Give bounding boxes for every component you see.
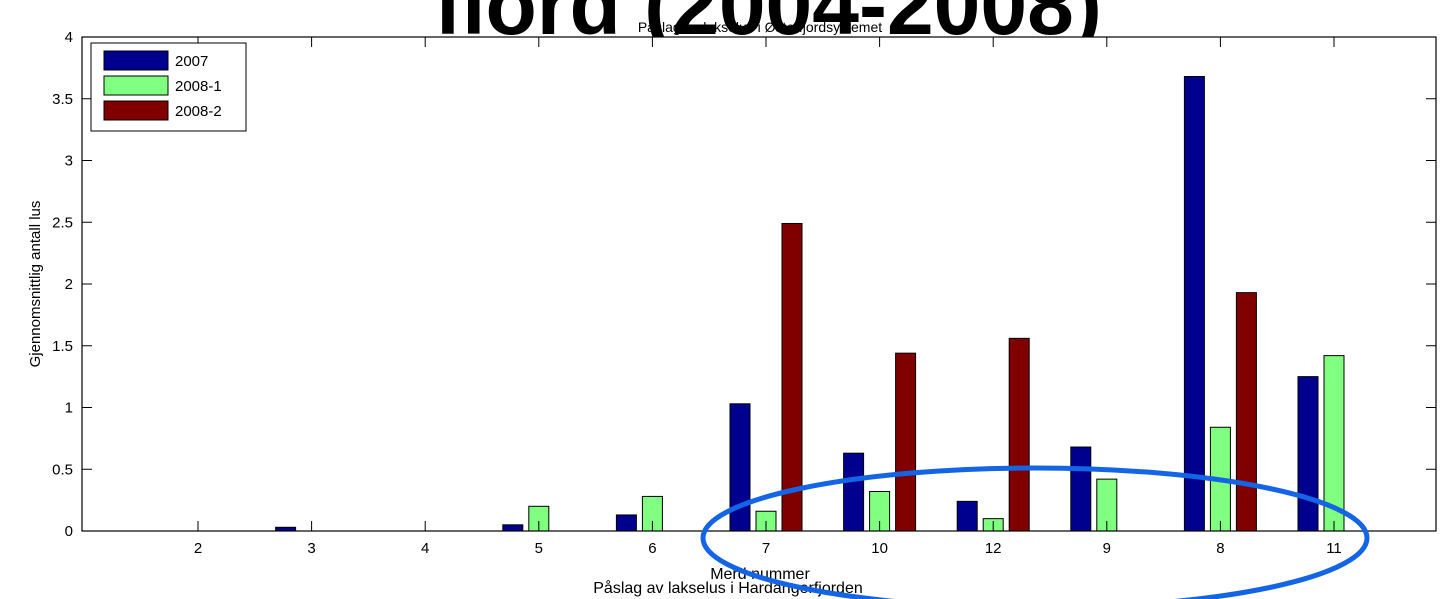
bar-2008-2-7: [781, 222, 803, 532]
plot-background: [82, 37, 1436, 531]
legend-swatch: [103, 100, 169, 121]
chart-title: Påslag av lakselus i Østerfjordsystemet: [638, 19, 882, 35]
y-tick-label: 0: [65, 523, 73, 540]
x-tick-label: 9: [1103, 540, 1111, 557]
legend-swatch: [103, 50, 169, 71]
x-tick-label: 7: [762, 540, 770, 557]
legend-swatch: [103, 75, 169, 96]
bar-2007-11: [1297, 376, 1319, 532]
y-tick-label: 1: [65, 400, 73, 417]
y-tick-label: 0.5: [52, 461, 73, 478]
axes-group: 0 0.5 1 1.5 2 2.5 3 3.5 4 2 3 4 5 6 7 10 12 9 8 11: [52, 29, 1437, 557]
legend: 2007 2008-1 2008-2: [90, 42, 247, 132]
legend-label: 2008-1: [175, 78, 222, 95]
x-tick-label: 6: [648, 540, 656, 557]
bar-2007-5: [502, 524, 524, 532]
bar-2007-12: [956, 500, 978, 532]
highlight-ellipse: [700, 465, 1370, 599]
bars-group: [275, 76, 1345, 532]
bar-2007-9: [1070, 446, 1092, 532]
bar-2008-2-8: [1235, 292, 1257, 532]
x-tick-label: 8: [1216, 540, 1224, 557]
bar-2007-6: [615, 514, 637, 532]
x-tick-label: 11: [1326, 540, 1342, 557]
y-axis-label: Gjennomsnittlig antall lus: [27, 201, 44, 368]
y-tick-label: 4: [65, 29, 73, 46]
legend-label: 2007: [175, 53, 208, 70]
legend-label: 2008-2: [175, 103, 222, 120]
bar-2007-10: [843, 452, 865, 532]
bar-2008-2-12: [1008, 337, 1030, 532]
y-tick-label: 3.5: [52, 91, 73, 108]
x-tick-label: 3: [307, 540, 315, 557]
bar-2008-2-10: [895, 352, 917, 532]
x-tick-label: 12: [985, 540, 1002, 557]
y-tick-label: 2: [65, 276, 73, 293]
bar-2007-7: [729, 403, 751, 532]
y-tick-label: 1.5: [52, 338, 73, 355]
y-tick-label: 2.5: [52, 214, 73, 231]
y-tick-label: 3: [65, 153, 73, 170]
x-tick-label: 10: [871, 540, 888, 557]
x-tick-label: 4: [421, 540, 429, 557]
chart-caption: Påslag av lakselus i Hardangerfjorden: [593, 579, 862, 597]
bar-2007-8: [1183, 76, 1205, 532]
x-tick-label: 5: [535, 540, 543, 557]
x-tick-label: 2: [194, 540, 202, 557]
